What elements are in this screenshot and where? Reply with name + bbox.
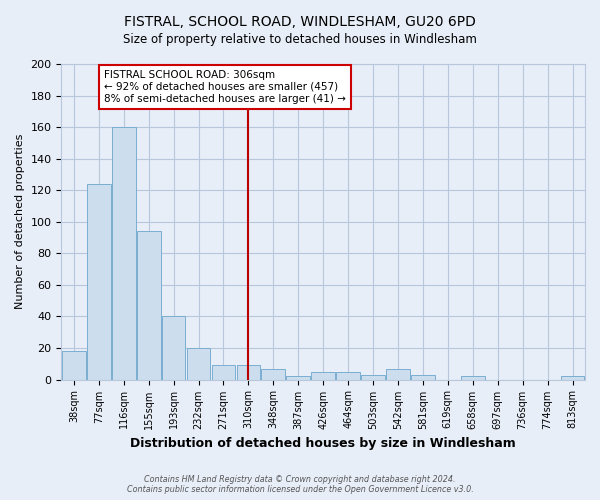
Bar [187,348,211,380]
Text: Size of property relative to detached houses in Windlesham: Size of property relative to detached ho… [123,32,477,46]
Bar [87,184,110,380]
Bar [411,375,435,380]
Bar [112,127,136,380]
Bar [461,376,485,380]
Bar [361,375,385,380]
Bar [137,232,161,380]
Bar [336,372,360,380]
Text: FISTRAL, SCHOOL ROAD, WINDLESHAM, GU20 6PD: FISTRAL, SCHOOL ROAD, WINDLESHAM, GU20 6… [124,15,476,29]
Y-axis label: Number of detached properties: Number of detached properties [15,134,25,310]
Bar [62,351,86,380]
Bar [162,316,185,380]
Bar [212,366,235,380]
Bar [386,368,410,380]
Bar [236,366,260,380]
Bar [311,372,335,380]
Text: Contains HM Land Registry data © Crown copyright and database right 2024.
Contai: Contains HM Land Registry data © Crown c… [127,475,473,494]
Text: FISTRAL SCHOOL ROAD: 306sqm
← 92% of detached houses are smaller (457)
8% of sem: FISTRAL SCHOOL ROAD: 306sqm ← 92% of det… [104,70,346,104]
Bar [262,368,285,380]
X-axis label: Distribution of detached houses by size in Windlesham: Distribution of detached houses by size … [130,437,516,450]
Bar [560,376,584,380]
Bar [286,376,310,380]
